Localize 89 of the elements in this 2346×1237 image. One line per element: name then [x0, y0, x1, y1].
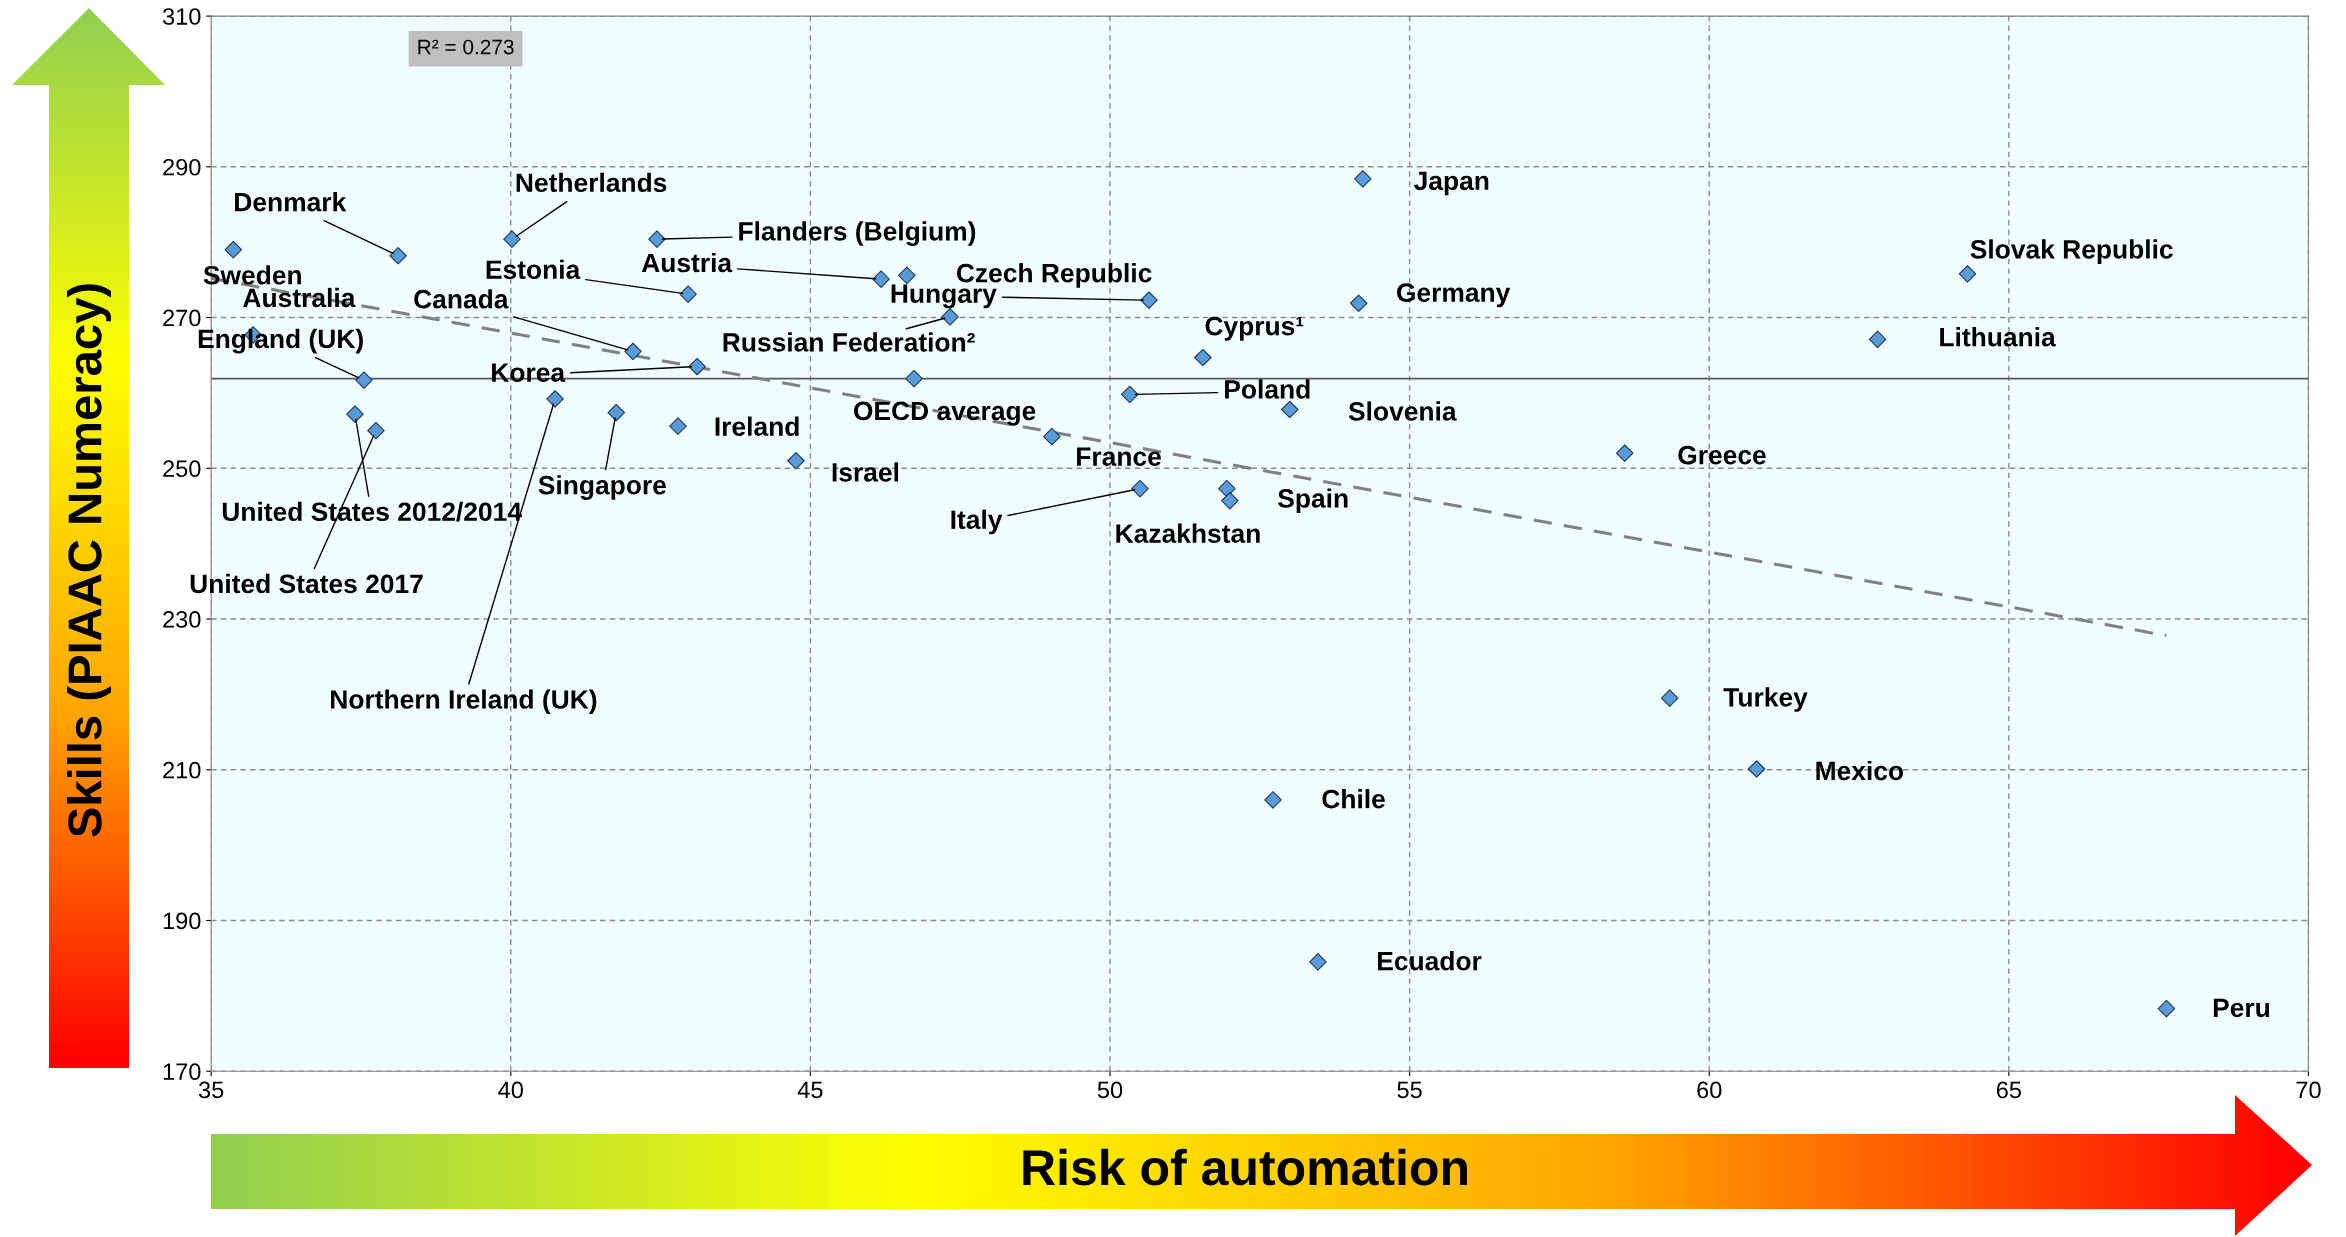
point: [2157, 999, 2176, 1018]
point: [1280, 400, 1299, 419]
annotation: Austria: [641, 252, 733, 273]
y-tick-label: 250: [163, 460, 201, 478]
point: [355, 371, 373, 389]
point: [389, 246, 407, 265]
annotation: Japan: [1414, 171, 1489, 196]
point: [1221, 491, 1239, 510]
annotation: France: [1077, 447, 1161, 466]
annotation: United States 2017: [190, 573, 423, 594]
annotation: Greece: [1678, 445, 1766, 465]
point: [872, 270, 890, 288]
annotation: Estonia: [486, 259, 581, 280]
x-tick-label: 35: [198, 1081, 224, 1099]
point: [1264, 791, 1282, 809]
point: [688, 357, 706, 376]
x-tick-label: 50: [1097, 1081, 1123, 1099]
annotation: Flanders (Belgium): [739, 221, 976, 246]
annotation: Northern Ireland (UK): [331, 689, 597, 715]
point: [607, 403, 625, 422]
y-tick-label: 310: [162, 8, 201, 25]
annotation: Denmark: [235, 192, 347, 212]
point: [787, 451, 805, 470]
point: [367, 421, 385, 440]
y-tick-label: 290: [163, 158, 201, 176]
annotation: England (UK): [198, 328, 363, 354]
annotation: R² = 0.273: [418, 39, 514, 55]
point: [503, 230, 521, 248]
point: [346, 405, 364, 423]
point: [905, 369, 923, 388]
annotation: Russian Federation²: [723, 332, 975, 352]
annotation: Lithuania: [1940, 327, 2056, 347]
annotation: Canada: [414, 289, 509, 309]
annotation: Cyprus¹: [1205, 316, 1304, 341]
annotation: Poland: [1225, 379, 1310, 399]
point: [1194, 348, 1212, 367]
annotation: Australia: [243, 287, 356, 308]
point: [1131, 479, 1149, 498]
point: [648, 230, 666, 248]
y-tick-label: 230: [163, 611, 201, 628]
point: [1043, 427, 1061, 446]
x-tick-label: 45: [797, 1081, 823, 1099]
x-tick-label: 70: [2296, 1081, 2321, 1099]
annotation: Spain: [1278, 488, 1348, 513]
point: [941, 308, 959, 326]
annotation: Turkey: [1723, 687, 1808, 712]
point: [224, 240, 243, 259]
annotation: Slovenia: [1348, 401, 1457, 421]
y-tick-label: 270: [163, 309, 201, 327]
point: [1868, 330, 1887, 349]
annotation: Korea: [492, 363, 566, 382]
annotation: Peru: [2213, 998, 2270, 1018]
x-tick-label: 40: [498, 1081, 523, 1099]
point: [1218, 479, 1236, 498]
annotation: Italy: [951, 509, 1003, 535]
point: [546, 390, 564, 408]
point: [1615, 444, 1634, 462]
annotation: Mexico: [1816, 760, 1904, 781]
annotation: Slovak Republic: [1970, 239, 2173, 264]
point: [1120, 385, 1139, 404]
y-axis-title: Skills (PIAAC Numeracy): [66, 284, 112, 837]
y-tick-label: 170: [163, 1063, 201, 1081]
annotation: Sweden: [203, 265, 301, 285]
point: [1660, 689, 1679, 707]
x-axis-title: Risk of automation: [1023, 1148, 1467, 1186]
annotation: OECD average: [854, 401, 1036, 426]
y-tick-label: 210: [163, 761, 201, 779]
y-tick-label: 190: [163, 912, 201, 930]
x-tick-label: 55: [1397, 1081, 1422, 1099]
point: [1958, 265, 1977, 283]
x-tick-label: 65: [1996, 1081, 2021, 1099]
annotation: Chile: [1322, 789, 1385, 809]
point: [624, 342, 642, 361]
annotation: Singapore: [538, 475, 666, 500]
point: [1140, 291, 1158, 309]
point: [669, 417, 687, 435]
point: [1747, 760, 1766, 778]
annotation: Germany: [1397, 283, 1511, 308]
annotation: Ireland: [715, 416, 799, 436]
point: [1309, 953, 1327, 971]
annotation: Netherlands: [516, 172, 667, 193]
point: [898, 266, 916, 285]
point: [1354, 170, 1372, 188]
annotation: Israel: [832, 462, 899, 482]
point: [679, 285, 697, 303]
point: [1349, 294, 1368, 313]
x-tick-label: 60: [1697, 1081, 1722, 1099]
annotation: Kazakhstan: [1116, 523, 1260, 543]
annotation: Ecuador: [1378, 951, 1482, 971]
